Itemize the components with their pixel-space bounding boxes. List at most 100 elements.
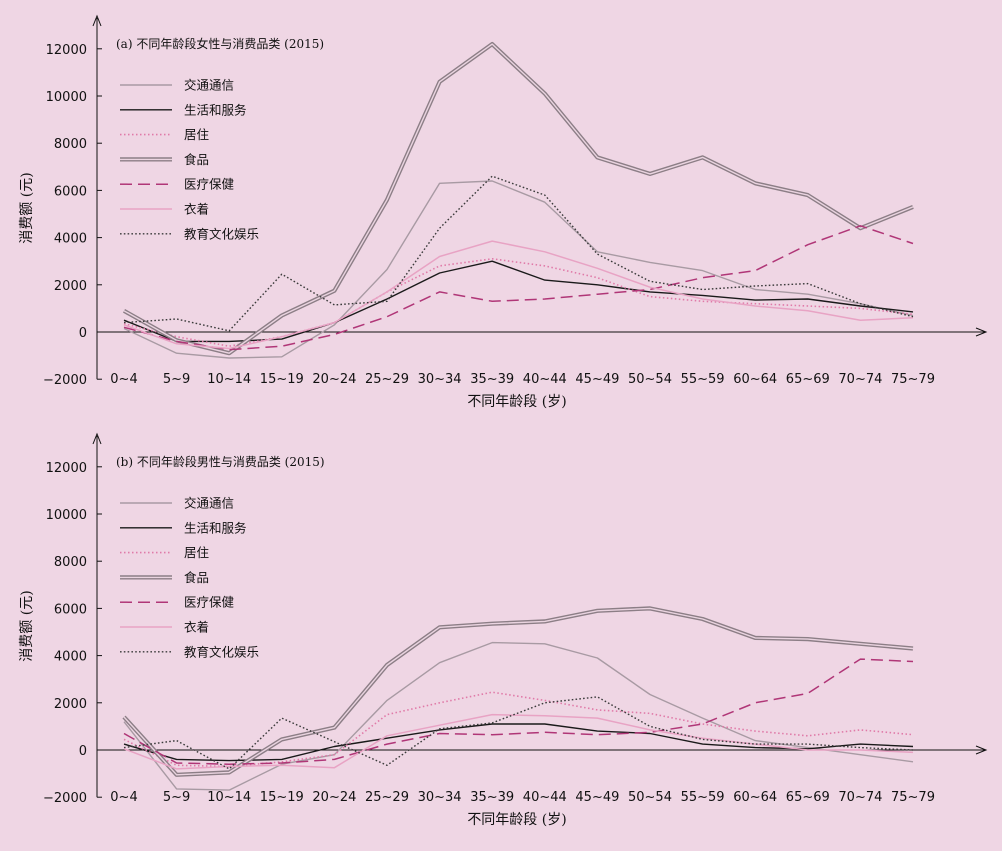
x-tick-label: 70~74 (838, 790, 882, 805)
x-axis-arrow (975, 745, 988, 755)
x-tick-label: 70~74 (838, 372, 882, 387)
x-tick-label: 25~29 (365, 790, 409, 805)
legend-item-education: 教育文化娱乐 (120, 644, 259, 659)
x-tick-label: 55~59 (681, 790, 725, 805)
series-line-food (122, 606, 914, 777)
x-tick-label: 5~9 (163, 790, 190, 805)
x-tick-label: 35~39 (470, 790, 514, 805)
legend-item-medical: 医疗保健 (120, 177, 235, 192)
x-tick-label: 50~54 (628, 372, 672, 387)
legend-item-education: 教育文化娱乐 (120, 226, 259, 241)
legend-label: 教育文化娱乐 (184, 226, 259, 241)
x-tick-label: 45~49 (575, 372, 619, 387)
legend-item-life: 生活和服务 (120, 520, 247, 535)
x-tick-label: 20~24 (312, 372, 356, 387)
legend-label: 生活和服务 (184, 102, 247, 117)
series-line-medical (123, 225, 914, 351)
y-axis-title: 消费额 (元) (19, 590, 35, 661)
legend-item-medical: 医疗保健 (120, 595, 235, 610)
legend-label: 交通通信 (184, 496, 234, 511)
legend-item-clothing: 衣着 (120, 202, 209, 217)
legend-item-traffic: 交通通信 (120, 78, 234, 93)
series-line-education (123, 175, 914, 332)
legend-item-housing: 居住 (120, 545, 210, 560)
y-tick-label: 10000 (46, 90, 87, 105)
series-line-clothing (123, 713, 914, 770)
series-line-life (123, 260, 914, 343)
series-line-clothing (123, 240, 914, 350)
legend-item-life: 生活和服务 (120, 102, 247, 117)
x-tick-label: 0~4 (110, 372, 137, 387)
series-line-housing (123, 691, 914, 768)
x-tick-label: 40~44 (523, 372, 567, 387)
legend-label: 食品 (184, 152, 209, 167)
y-tick-label: 4000 (54, 650, 87, 665)
y-tick-label: 12000 (46, 43, 87, 58)
x-tick-label: 60~64 (733, 372, 777, 387)
legend-label: 医疗保健 (184, 177, 235, 192)
chart-title: (b) 不同年龄段男性与消费品类 (2015) (116, 454, 325, 469)
x-tick-label: 75~79 (891, 372, 935, 387)
series-line-education (123, 696, 914, 770)
legend-label: 衣着 (184, 620, 209, 635)
x-axis-title: 不同年龄段 (岁) (467, 394, 566, 410)
x-tick-label: 15~19 (260, 790, 304, 805)
legend-label: 教育文化娱乐 (184, 644, 259, 659)
legend-label: 医疗保健 (184, 595, 235, 610)
series-line-food (122, 41, 914, 356)
x-tick-label: 30~34 (418, 372, 462, 387)
y-tick-label: 12000 (46, 461, 87, 476)
legend-item-food: 食品 (120, 152, 209, 167)
x-tick-label: 50~54 (628, 790, 672, 805)
y-tick-label: 6000 (54, 602, 87, 617)
chart-title: (a) 不同年龄段女性与消费品类 (2015) (116, 36, 324, 51)
x-tick-label: 65~69 (786, 372, 830, 387)
y-tick-label: 8000 (54, 555, 87, 570)
y-axis-title: 消费额 (元) (19, 172, 35, 243)
legend-label: 交通通信 (184, 78, 234, 93)
legend-label: 居住 (184, 545, 210, 560)
series-line-housing (123, 257, 914, 348)
y-tick-label: 2000 (54, 279, 87, 294)
x-axis-title: 不同年龄段 (岁) (467, 812, 566, 828)
y-tick-label: 8000 (54, 137, 87, 152)
y-tick-label: 2000 (54, 697, 87, 712)
y-axis-arrow (92, 14, 102, 27)
x-tick-label: 10~14 (207, 372, 251, 387)
legend-label: 居住 (184, 127, 210, 142)
y-tick-label: 4000 (54, 232, 87, 247)
x-tick-label: 55~59 (681, 372, 725, 387)
x-tick-label: 15~19 (260, 372, 304, 387)
y-tick-label: 0 (79, 326, 87, 341)
x-tick-label: 25~29 (365, 372, 409, 387)
x-axis-arrow (975, 327, 988, 337)
chart-panel-a: −2000 0 2000 4000 6000 8000 10000 12000 0~4 5~9 10… (19, 14, 988, 410)
series-line-life (123, 723, 914, 762)
legend-item-food: 食品 (120, 570, 209, 585)
y-tick-label: −2000 (43, 373, 87, 388)
x-tick-label: 35~39 (470, 372, 514, 387)
y-tick-label: −2000 (43, 791, 87, 806)
x-tick-label: 30~34 (418, 790, 462, 805)
series-line-traffic (123, 180, 914, 359)
y-tick-label: 6000 (54, 184, 87, 199)
x-tick-label: 60~64 (733, 790, 777, 805)
legend-label: 衣着 (184, 202, 209, 217)
x-tick-label: 65~69 (786, 790, 830, 805)
y-axis-arrow (92, 432, 102, 445)
legend-label: 食品 (184, 570, 209, 585)
y-tick-label: 0 (79, 744, 87, 759)
legend-item-clothing: 衣着 (120, 620, 209, 635)
x-tick-label: 5~9 (163, 372, 190, 387)
legend-item-traffic: 交通通信 (120, 496, 234, 511)
x-tick-label: 75~79 (891, 790, 935, 805)
x-tick-label: 0~4 (110, 790, 137, 805)
x-tick-label: 45~49 (575, 790, 619, 805)
series-line-traffic (123, 641, 914, 791)
x-tick-label: 10~14 (207, 790, 251, 805)
legend-label: 生活和服务 (184, 520, 247, 535)
chart-panel-b: −2000 0 2000 4000 6000 8000 10000 12000 0~4 5~9 10… (19, 432, 988, 828)
x-tick-label: 20~24 (312, 790, 356, 805)
y-tick-label: 10000 (46, 508, 87, 523)
